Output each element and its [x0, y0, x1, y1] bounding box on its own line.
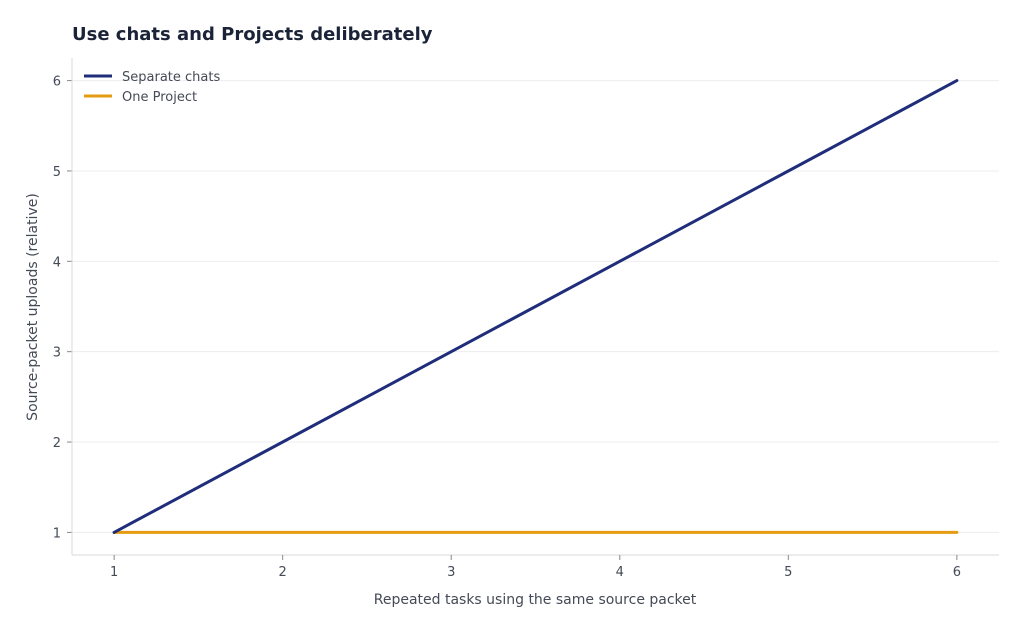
x-tick-label: 5 — [784, 565, 792, 580]
plot-series — [112, 79, 959, 534]
y-tick-label: 5 — [53, 165, 61, 180]
y-tick-label: 4 — [53, 255, 61, 270]
series-line-separate-chats — [112, 79, 959, 534]
x-axis-label: Repeated tasks using the same source pac… — [374, 592, 697, 608]
legend: Separate chats One Project — [84, 70, 220, 105]
y-axis-label: Source-packet uploads (relative) — [25, 193, 41, 421]
legend-label: One Project — [122, 90, 197, 105]
y-tick-label: 2 — [53, 436, 61, 451]
legend-item-one-project: One Project — [84, 90, 197, 105]
axes: 1 2 3 4 5 6 1 2 3 4 5 6 — [53, 58, 999, 580]
y-tick-label: 6 — [53, 75, 61, 90]
x-tick-label: 1 — [110, 565, 118, 580]
x-tick-label: 6 — [953, 565, 961, 580]
x-tick-label: 3 — [447, 565, 455, 580]
y-tick-label: 1 — [53, 526, 61, 541]
legend-item-separate-chats: Separate chats — [84, 70, 220, 85]
chart-title: Use chats and Projects deliberately — [72, 24, 433, 45]
x-tick-label: 4 — [616, 565, 624, 580]
x-tick-label: 2 — [279, 565, 287, 580]
legend-label: Separate chats — [122, 70, 220, 85]
y-tick-label: 3 — [53, 346, 61, 361]
